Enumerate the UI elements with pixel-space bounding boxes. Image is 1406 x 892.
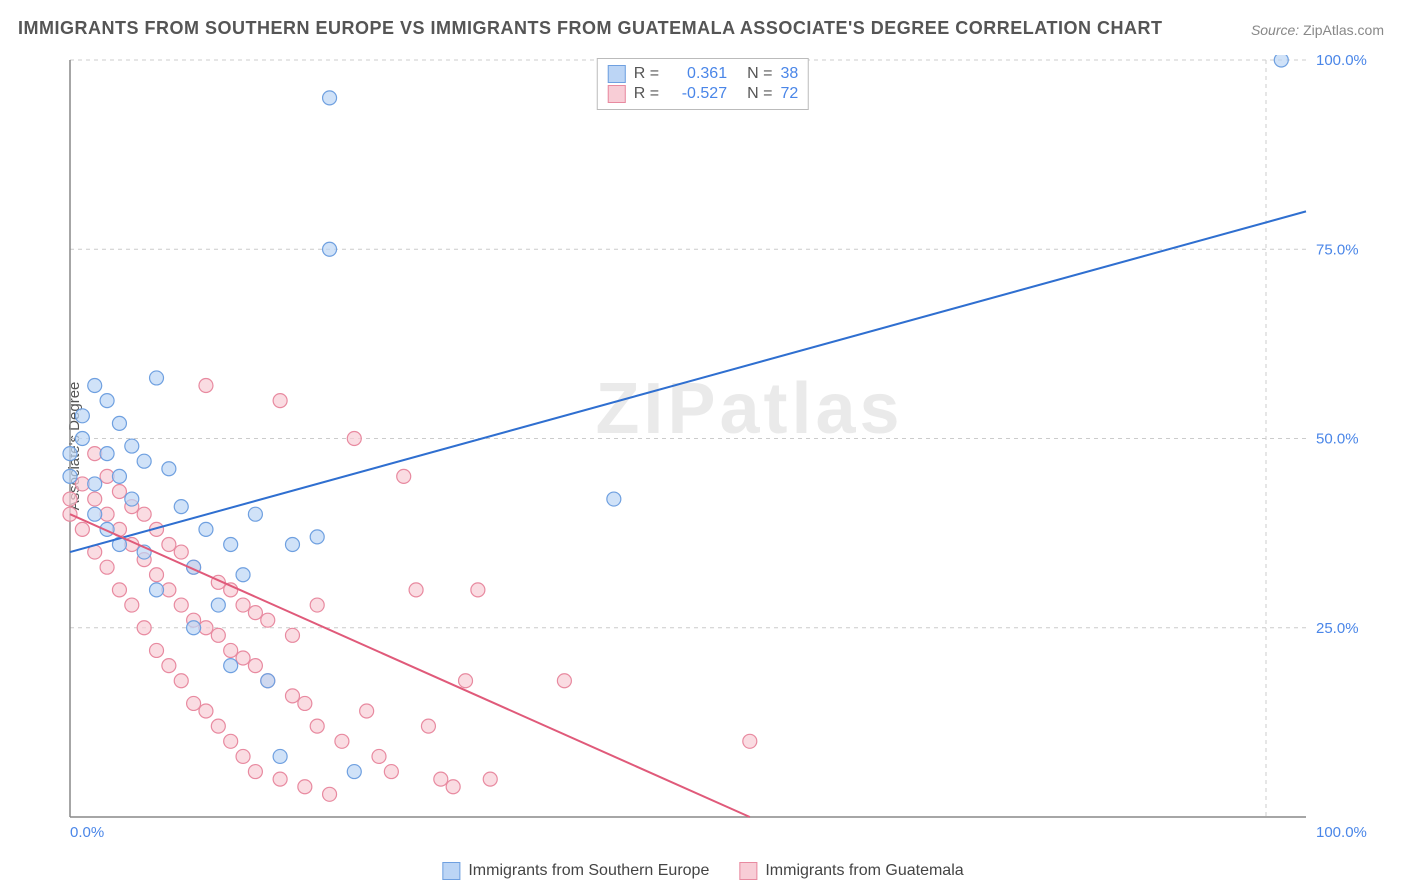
scatter-plot: 25.0% 50.0% 75.0% 100.0% 0.0% 100.0% ZIPatlas [60, 55, 1386, 842]
svg-text:0.0%: 0.0% [70, 824, 104, 841]
n-value-1: 38 [780, 65, 798, 83]
n-label: N = [747, 85, 772, 103]
chart-title: IMMIGRANTS FROM SOUTHERN EUROPE VS IMMIG… [18, 18, 1162, 39]
legend-label-1: Immigrants from Southern Europe [468, 862, 709, 880]
r-label: R = [634, 65, 659, 83]
chart-area: 25.0% 50.0% 75.0% 100.0% 0.0% 100.0% ZIPatlas [60, 55, 1386, 842]
svg-text:100.0%: 100.0% [1316, 55, 1367, 69]
n-value-2: 72 [780, 85, 798, 103]
svg-text:ZIPatlas: ZIPatlas [595, 369, 903, 449]
legend-swatch-1 [608, 65, 626, 83]
legend-row-series-2: R = -0.527 N = 72 [608, 85, 798, 103]
series-legend: Immigrants from Southern Europe Immigran… [442, 862, 963, 880]
legend-label-2: Immigrants from Guatemala [765, 862, 963, 880]
n-label: N = [747, 65, 772, 83]
r-value-1: 0.361 [667, 65, 727, 83]
svg-text:75.0%: 75.0% [1316, 241, 1359, 258]
source-value: ZipAtlas.com [1303, 22, 1384, 38]
legend-item-2: Immigrants from Guatemala [739, 862, 963, 880]
r-value-2: -0.527 [667, 85, 727, 103]
legend-swatch-1 [442, 862, 460, 880]
correlation-legend: R = 0.361 N = 38 R = -0.527 N = 72 [597, 58, 809, 110]
legend-item-1: Immigrants from Southern Europe [442, 862, 709, 880]
legend-swatch-2 [739, 862, 757, 880]
r-label: R = [634, 85, 659, 103]
legend-swatch-2 [608, 85, 626, 103]
source-label: Source: [1251, 22, 1299, 38]
legend-row-series-1: R = 0.361 N = 38 [608, 65, 798, 83]
svg-text:50.0%: 50.0% [1316, 431, 1359, 448]
svg-text:25.0%: 25.0% [1316, 620, 1359, 637]
source-attribution: Source: ZipAtlas.com [1251, 22, 1384, 38]
svg-text:100.0%: 100.0% [1316, 824, 1367, 841]
